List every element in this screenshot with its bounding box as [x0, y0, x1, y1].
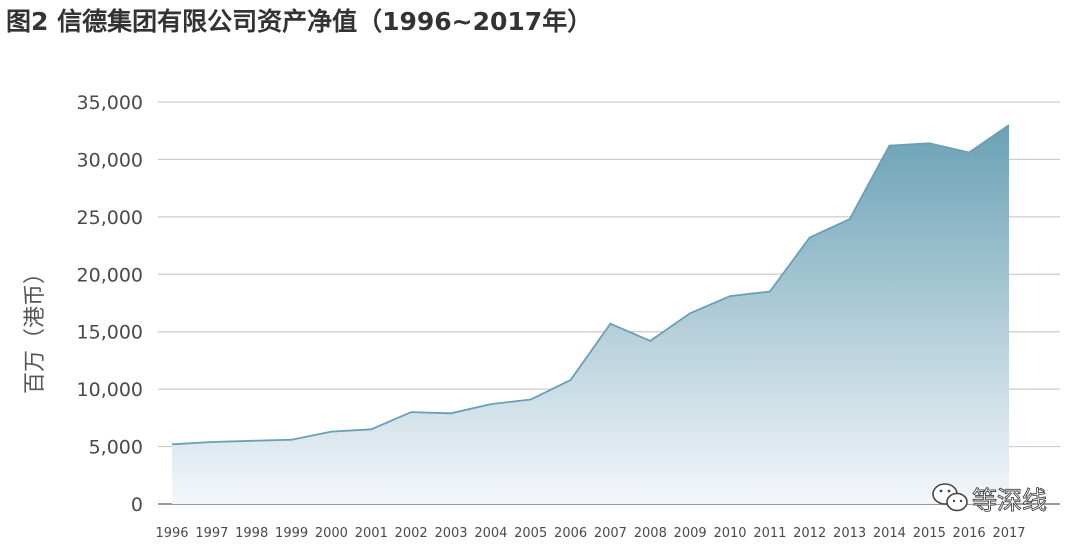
x-tick-label: 2015 — [913, 526, 946, 541]
data-point-2005 — [529, 398, 532, 401]
data-point-2016 — [968, 151, 971, 154]
x-tick-label: 2011 — [753, 526, 786, 541]
data-point-2002 — [410, 411, 413, 414]
wechat-icon — [932, 483, 968, 512]
x-tick-label: 2003 — [434, 526, 467, 541]
data-point-2006 — [569, 379, 572, 382]
data-point-2010 — [729, 295, 732, 298]
data-point-2017 — [1008, 124, 1011, 127]
data-point-1999 — [290, 438, 293, 441]
data-point-2014 — [888, 144, 891, 147]
data-point-2009 — [689, 312, 692, 315]
x-tick-label: 2001 — [355, 526, 388, 541]
data-point-2000 — [330, 430, 333, 433]
x-tick-label: 2016 — [953, 526, 986, 541]
watermark-text: 等深线 — [972, 486, 1047, 515]
x-axis-ticks: 1996 1997 1998 1999 2000 2001 2002 2003 2004 2005… — [155, 526, 1025, 541]
x-tick-label: 2014 — [873, 526, 906, 541]
area-fill — [172, 125, 1009, 504]
data-point-2011 — [768, 290, 771, 293]
y-tick-label: 15,000 — [77, 322, 143, 344]
data-point-2003 — [450, 412, 453, 415]
x-tick-label: 2012 — [793, 526, 826, 541]
data-point-2001 — [370, 428, 373, 431]
data-point-2015 — [928, 142, 931, 145]
y-tick-label: 25,000 — [77, 207, 143, 229]
x-tick-label: 1996 — [155, 526, 188, 541]
data-point-2008 — [649, 339, 652, 342]
x-tick-label: 2005 — [514, 526, 547, 541]
watermark: 等深线 — [932, 483, 1047, 515]
y-tick-label: 5,000 — [89, 437, 143, 459]
series-line — [171, 124, 1010, 446]
x-tick-label: 2000 — [315, 526, 348, 541]
x-tick-label: 1998 — [235, 526, 268, 541]
x-tick-label: 1997 — [195, 526, 228, 541]
y-tick-label: 0 — [131, 494, 143, 516]
x-tick-label: 2007 — [594, 526, 627, 541]
data-point-1996 — [171, 443, 174, 446]
y-tick-label: 35,000 — [77, 92, 143, 114]
data-point-2004 — [489, 403, 492, 406]
x-tick-label: 2013 — [833, 526, 866, 541]
y-axis-ticks: 0 5,000 10,000 15,000 20,000 25,000 30,000 35,0… — [77, 92, 143, 516]
data-point-2013 — [848, 218, 851, 221]
x-tick-label: 2009 — [674, 526, 707, 541]
x-tick-label: 2006 — [554, 526, 587, 541]
x-tick-label: 2004 — [474, 526, 507, 541]
data-point-1998 — [250, 439, 253, 442]
x-tick-label: 2002 — [395, 526, 428, 541]
x-tick-label: 2008 — [634, 526, 667, 541]
data-point-2007 — [609, 322, 612, 325]
x-tick-label: 2017 — [992, 526, 1025, 541]
series-area — [171, 124, 1010, 504]
data-point-2012 — [808, 236, 811, 239]
y-axis-label: 百万（港币） — [23, 262, 48, 394]
x-tick-label: 2010 — [713, 526, 746, 541]
x-tick-label: 1999 — [275, 526, 308, 541]
y-tick-label: 20,000 — [77, 264, 143, 286]
y-tick-label: 30,000 — [77, 149, 143, 171]
chart-title: 图2 信德集团有限公司资产净值（1996~2017年） — [6, 7, 593, 36]
y-tick-label: 10,000 — [77, 379, 143, 401]
data-point-1997 — [210, 441, 213, 444]
